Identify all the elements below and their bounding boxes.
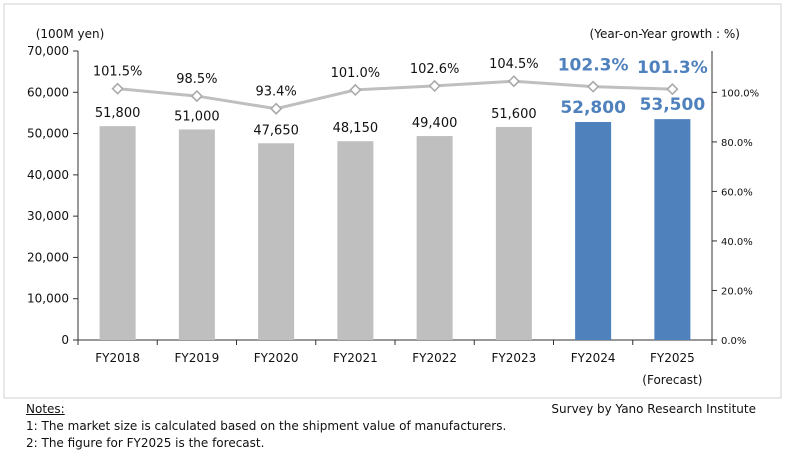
bar-value-label: 49,400 xyxy=(412,116,458,131)
bar xyxy=(575,122,612,340)
bar-value-label: 51,000 xyxy=(174,109,220,124)
bar xyxy=(337,141,374,340)
growth-value-label: 101.3% xyxy=(637,58,708,78)
bar xyxy=(495,126,532,340)
growth-value-labels: 101.5% 98.5% 93.4% 101.0% 102.6% 104.5% 102.3%… xyxy=(93,56,708,100)
category-label: FY2019 xyxy=(174,351,219,365)
left-tick-label: 70,000 xyxy=(27,44,69,58)
growth-value-label: 102.6% xyxy=(410,62,460,77)
growth-point xyxy=(586,80,600,93)
growth-point xyxy=(666,83,679,96)
growth-point xyxy=(349,83,362,97)
right-tick-label: 0.0% xyxy=(721,336,746,347)
bar-value-label: 48,150 xyxy=(333,121,379,136)
right-tick-label: 100.0% xyxy=(721,88,759,99)
category-label: FY2025 xyxy=(650,351,695,365)
bar-value-label: 51,600 xyxy=(491,107,537,122)
right-tick-label: 20.0% xyxy=(721,286,753,297)
category-label: FY2022 xyxy=(412,351,457,365)
left-tick-label: 20,000 xyxy=(27,250,69,264)
bar-value-label: 51,800 xyxy=(95,106,141,121)
growth-value-label: 98.5% xyxy=(176,72,217,87)
growth-value-label: 93.4% xyxy=(255,85,296,100)
right-axis-unit: (Year-on-Year growth : %) xyxy=(590,27,740,41)
left-tick-label: 60,000 xyxy=(27,85,69,99)
category-label: FY2018 xyxy=(95,351,140,365)
category-label: FY2023 xyxy=(491,351,536,365)
bar xyxy=(178,129,215,340)
bar-value-label: 53,500 xyxy=(640,95,706,115)
growth-line xyxy=(117,79,673,111)
left-tick-label: 30,000 xyxy=(27,209,69,223)
growth-value-label: 101.0% xyxy=(331,66,381,81)
notes-block: Notes: 1: The market size is calculated … xyxy=(26,401,756,452)
growth-value-label: 101.5% xyxy=(93,65,143,80)
left-tick-label: 40,000 xyxy=(27,168,69,182)
right-tick-label: 60.0% xyxy=(721,187,753,198)
right-tick-label: 40.0% xyxy=(721,237,753,248)
category-labels: FY2018 FY2019 FY2020 FY2021 FY2022 FY2023 FY20… xyxy=(95,351,702,387)
left-tick-label: 0 xyxy=(61,333,69,347)
growth-point xyxy=(428,79,441,93)
growth-value-label: 104.5% xyxy=(489,57,539,72)
left-tick-label: 50,000 xyxy=(27,127,69,141)
bar-value-label: 52,800 xyxy=(560,98,626,118)
category-label: FY2021 xyxy=(333,351,378,365)
growth-point xyxy=(507,75,521,88)
growth-point xyxy=(190,89,204,103)
growth-value-label: 102.3% xyxy=(558,56,629,76)
right-tick-label: 80.0% xyxy=(721,138,753,149)
left-tick-label: 10,000 xyxy=(27,292,69,306)
bar-value-labels: 51,800 51,000 47,650 48,150 49,400 51,600 52,8… xyxy=(95,95,705,138)
left-axis-ticks: 0 10,000 20,000 30,000 40,000 50,000 60,000 70,… xyxy=(27,44,78,347)
notes-heading: Notes: xyxy=(26,402,65,416)
category-sublabel: (Forecast) xyxy=(642,373,702,387)
growth-line-series xyxy=(111,75,679,115)
bar xyxy=(416,136,453,340)
source-credit: Survey by Yano Research Institute xyxy=(551,402,756,416)
bar xyxy=(258,143,295,340)
bar xyxy=(654,119,691,340)
growth-point xyxy=(269,102,283,115)
left-axis-unit: (100M yen) xyxy=(36,27,105,41)
x-axis-ticks xyxy=(77,340,713,345)
bar-series xyxy=(99,119,691,340)
note-line-1: 1: The market size is calculated based o… xyxy=(26,419,507,433)
bar-value-label: 47,650 xyxy=(253,123,299,138)
category-label: FY2024 xyxy=(571,351,616,365)
category-label: FY2020 xyxy=(254,351,299,365)
note-line-2: 2: The figure for FY2025 is the forecast… xyxy=(26,436,265,450)
growth-point xyxy=(111,82,124,95)
bar xyxy=(99,126,136,340)
right-axis-ticks: 0.0% 20.0% 40.0% 60.0% 80.0% 100.0% xyxy=(712,88,759,347)
